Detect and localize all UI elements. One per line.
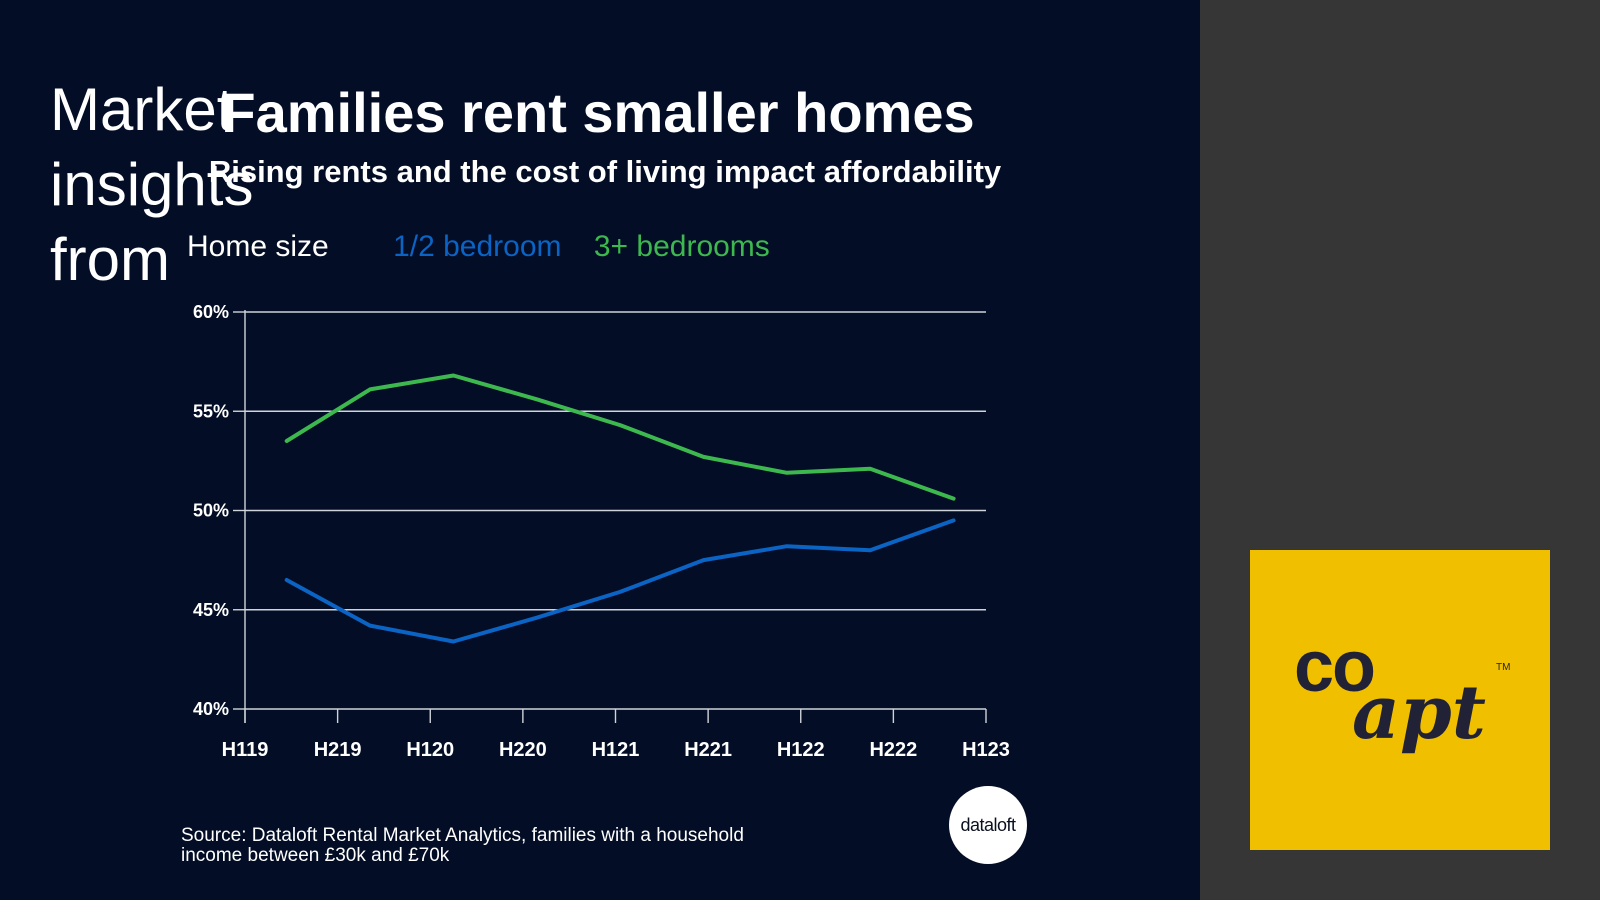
x-tick-label: H123 bbox=[962, 739, 1010, 761]
insights-line-3: from bbox=[50, 226, 170, 293]
market-insights-heading: Market insights from bbox=[50, 72, 380, 297]
x-tick-label: H122 bbox=[777, 739, 825, 761]
line-chart: 40% 45% 50% 55% 60% H119 H219 H120 H220 H121 H221 H… bbox=[193, 302, 1010, 761]
chart-title: Families rent smaller homes bbox=[221, 81, 975, 144]
coapt-logo: co apt TM bbox=[1250, 550, 1550, 850]
y-tick-label: 40% bbox=[193, 699, 229, 719]
series-line-2 bbox=[284, 373, 956, 501]
series-line-1 bbox=[284, 518, 956, 644]
x-tick-label: H120 bbox=[406, 739, 454, 761]
x-tick-label: H219 bbox=[314, 739, 362, 761]
legend-title: Home size bbox=[187, 230, 329, 263]
legend-series-2: 3+ bedrooms bbox=[593, 230, 770, 263]
legend: Home size 1/2 bedroom 3+ bedrooms bbox=[187, 230, 770, 264]
coapt-logo-co: co bbox=[1294, 627, 1376, 707]
y-tick-label: 50% bbox=[193, 501, 229, 521]
dataloft-logo-text: dataloft bbox=[960, 814, 1016, 835]
legend-series-1: 1/2 bedroom bbox=[393, 230, 562, 263]
source-note: Source: Dataloft Rental Market Analytics… bbox=[181, 826, 821, 866]
coapt-logo-apt: apt bbox=[1352, 670, 1486, 756]
insights-line-1: Market bbox=[50, 76, 234, 143]
chart-subtitle: Rising rents and the cost of living impa… bbox=[208, 154, 1002, 189]
source-line-2: income between £30k and £70k bbox=[181, 845, 450, 866]
y-tick-label: 60% bbox=[193, 302, 229, 322]
y-tick-label: 45% bbox=[193, 600, 229, 620]
y-tick-label: 55% bbox=[193, 401, 229, 421]
x-tick-label: H119 bbox=[222, 739, 269, 761]
x-tick-label: H222 bbox=[869, 739, 917, 761]
x-tick-label: H220 bbox=[499, 739, 547, 761]
source-line-1: Source: Dataloft Rental Market Analytics… bbox=[181, 825, 744, 846]
x-tick-label: H121 bbox=[592, 739, 640, 761]
coapt-logo-tm: TM bbox=[1496, 662, 1511, 673]
chart-panel bbox=[0, 0, 1200, 900]
dataloft-logo: dataloft bbox=[949, 786, 1027, 864]
x-tick-label: H221 bbox=[684, 739, 732, 761]
insights-line-2: insights bbox=[50, 151, 254, 218]
